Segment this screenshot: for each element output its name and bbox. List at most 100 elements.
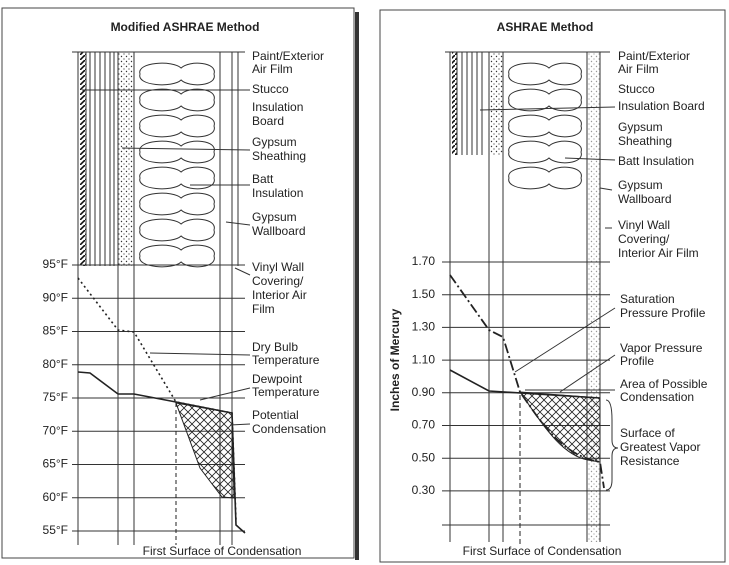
batt-oval	[139, 62, 215, 86]
leader-line	[479, 106, 616, 111]
y-tick-label: 0.50	[412, 450, 436, 464]
layer-label: Gypsum	[618, 178, 663, 192]
annotation: Potential	[252, 408, 299, 422]
layer-label: Insulation Board	[618, 99, 705, 113]
batt-oval	[508, 88, 582, 112]
panel-frame	[379, 9, 726, 563]
annotation: Pressure Profile	[620, 306, 706, 320]
annotation: Temperature	[252, 385, 320, 399]
annotation: Vapor Pressure	[620, 341, 703, 355]
y-tick-label: 1.50	[412, 287, 436, 301]
saturation-profile	[449, 274, 605, 489]
y-tick-label: 65°F	[43, 457, 68, 471]
y-tick-label: 0.70	[412, 418, 436, 432]
layer-label: Insulation	[252, 100, 303, 114]
stucco	[118, 52, 134, 266]
brace	[605, 399, 619, 491]
annotation: Dewpoint	[252, 372, 303, 386]
layer-label: Wallboard	[618, 192, 672, 206]
annotation: Condensation	[620, 390, 694, 404]
leader-line	[514, 307, 616, 373]
annotation: Temperature	[252, 353, 320, 367]
layer-label: Wallboard	[252, 224, 306, 238]
leader-line	[234, 267, 251, 276]
batt-oval	[139, 218, 215, 242]
batt-oval	[139, 192, 215, 216]
layer-label: Batt	[252, 172, 274, 186]
layer-label: Gypsum	[252, 135, 297, 149]
annotation: Resistance	[620, 454, 680, 468]
y-tick-label: 75°F	[43, 390, 68, 404]
y-tick-label: 0.30	[412, 483, 436, 497]
leader-line	[559, 354, 616, 393]
y-tick-label: 95°F	[43, 257, 68, 271]
annotation: Area of Possible	[620, 377, 708, 391]
panel-title: ASHRAE Method	[497, 20, 594, 34]
layer-label: Insulation	[252, 186, 303, 200]
stucco	[489, 52, 503, 155]
layer-label: Sheathing	[618, 134, 672, 148]
footer: First Surface of Condensation	[143, 544, 302, 558]
layer-label: Film	[252, 302, 275, 316]
leader-line	[121, 147, 251, 151]
layer-label: Gypsum	[618, 120, 663, 134]
layer-label: Board	[252, 114, 284, 128]
layer-label: Sheathing	[252, 149, 306, 163]
layer-label: Stucco	[618, 82, 655, 96]
layer-label: Vinyl Wall	[252, 260, 304, 274]
annotation: Surface of	[620, 426, 675, 440]
y-tick-label: 60°F	[43, 490, 68, 504]
layer-label: Interior Air	[252, 288, 307, 302]
y-tick-label: 1.70	[412, 254, 436, 268]
y-tick-label: 85°F	[43, 324, 68, 338]
layer-label: Gypsum	[252, 210, 297, 224]
layer-label: Stucco	[252, 82, 289, 96]
y-tick-label: 1.10	[412, 352, 436, 366]
vapor-profile	[449, 369, 601, 399]
batt-oval	[508, 114, 582, 138]
panel-shadow	[355, 12, 359, 560]
batt-oval	[139, 166, 215, 190]
dewpoint-profile	[77, 371, 246, 534]
layer-label: Air Film	[618, 62, 659, 76]
y-tick-label: 90°F	[43, 290, 68, 304]
footer: First Surface of Condensation	[463, 544, 622, 558]
leader-line	[564, 157, 616, 161]
layer-label: Interior Air Film	[618, 246, 699, 260]
layer-label: Paint/Exterior	[252, 49, 324, 63]
batt-oval	[139, 244, 215, 268]
y-tick-label: 70°F	[43, 423, 68, 437]
leader-line	[149, 352, 251, 356]
batt-oval	[508, 140, 582, 164]
panel-frame	[1, 7, 355, 559]
exterior-film	[80, 52, 86, 266]
leader-line	[599, 187, 613, 191]
layer-label: Covering/	[252, 274, 304, 288]
batt-oval	[508, 166, 582, 190]
layer-label: Batt Insulation	[618, 154, 694, 168]
annotation: Saturation	[620, 292, 675, 306]
exterior-film	[452, 52, 457, 155]
wallboard	[587, 52, 600, 542]
annotation: Dry Bulb	[252, 340, 298, 354]
axis-label: Inches of Mercury	[388, 308, 402, 411]
layer-label: Vinyl Wall	[618, 218, 670, 232]
y-tick-label: 0.90	[412, 385, 436, 399]
batt-oval	[508, 62, 582, 86]
layer-label: Paint/Exterior	[618, 49, 690, 63]
layer-label: Air Film	[252, 62, 293, 76]
batt-oval	[139, 114, 215, 138]
leader-line	[225, 221, 251, 226]
y-tick-label: 55°F	[43, 523, 68, 537]
y-tick-label: 1.30	[412, 320, 436, 334]
batt-oval	[139, 140, 215, 164]
panel-title: Modified ASHRAE Method	[111, 20, 260, 34]
annotation: Greatest Vapor	[620, 440, 700, 454]
y-tick-label: 80°F	[43, 357, 68, 371]
leader-line	[229, 423, 251, 426]
leader-line	[199, 387, 251, 401]
layer-label: Covering/	[618, 232, 670, 246]
annotation: Profile	[620, 354, 654, 368]
annotation: Condensation	[252, 422, 326, 436]
